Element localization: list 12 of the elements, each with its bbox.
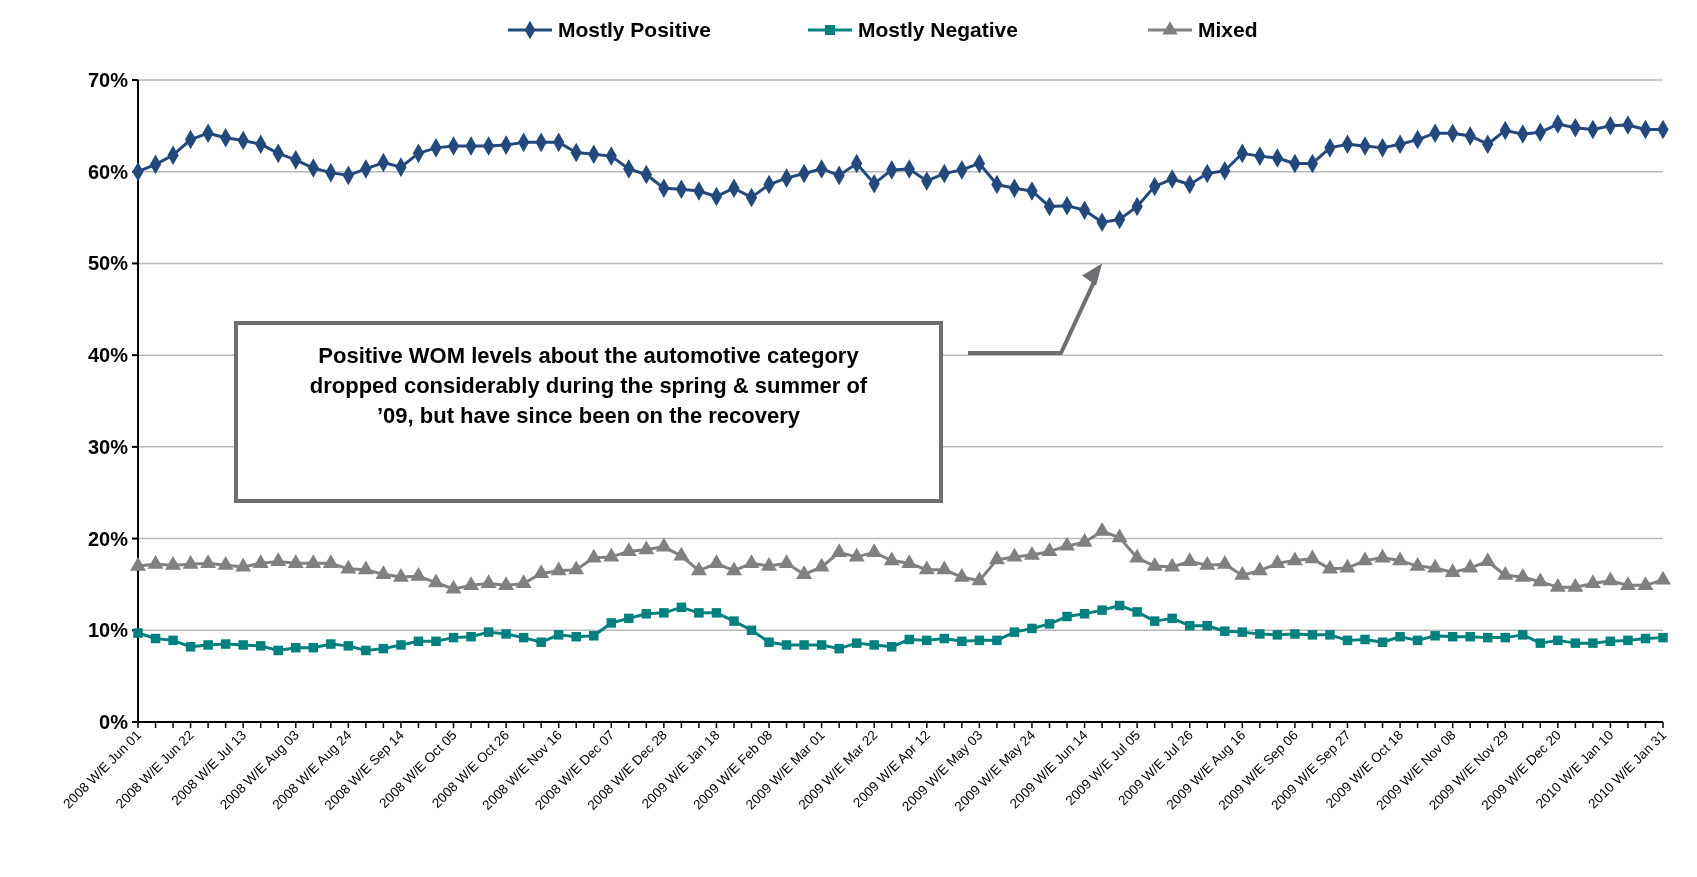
- legend-label: Mixed: [1198, 18, 1258, 42]
- legend-label: Mostly Negative: [858, 18, 1018, 42]
- y-tick-label: 0%: [99, 711, 129, 733]
- y-tick-label: 70%: [87, 69, 129, 91]
- y-tick-label: 50%: [87, 252, 129, 275]
- legend-label: Mostly Positive: [558, 18, 711, 42]
- y-tick-label: 30%: [87, 435, 129, 458]
- y-tick-label: 40%: [87, 344, 129, 367]
- y-tick-label: 20%: [87, 527, 129, 550]
- y-tick-label: 10%: [87, 619, 129, 642]
- y-tick-label: 60%: [87, 160, 129, 183]
- annotation: Positive WOM levels about the automotive category dropped considerably during the spring & summer of ’09, but have since been on the recovery: [308, 342, 869, 430]
